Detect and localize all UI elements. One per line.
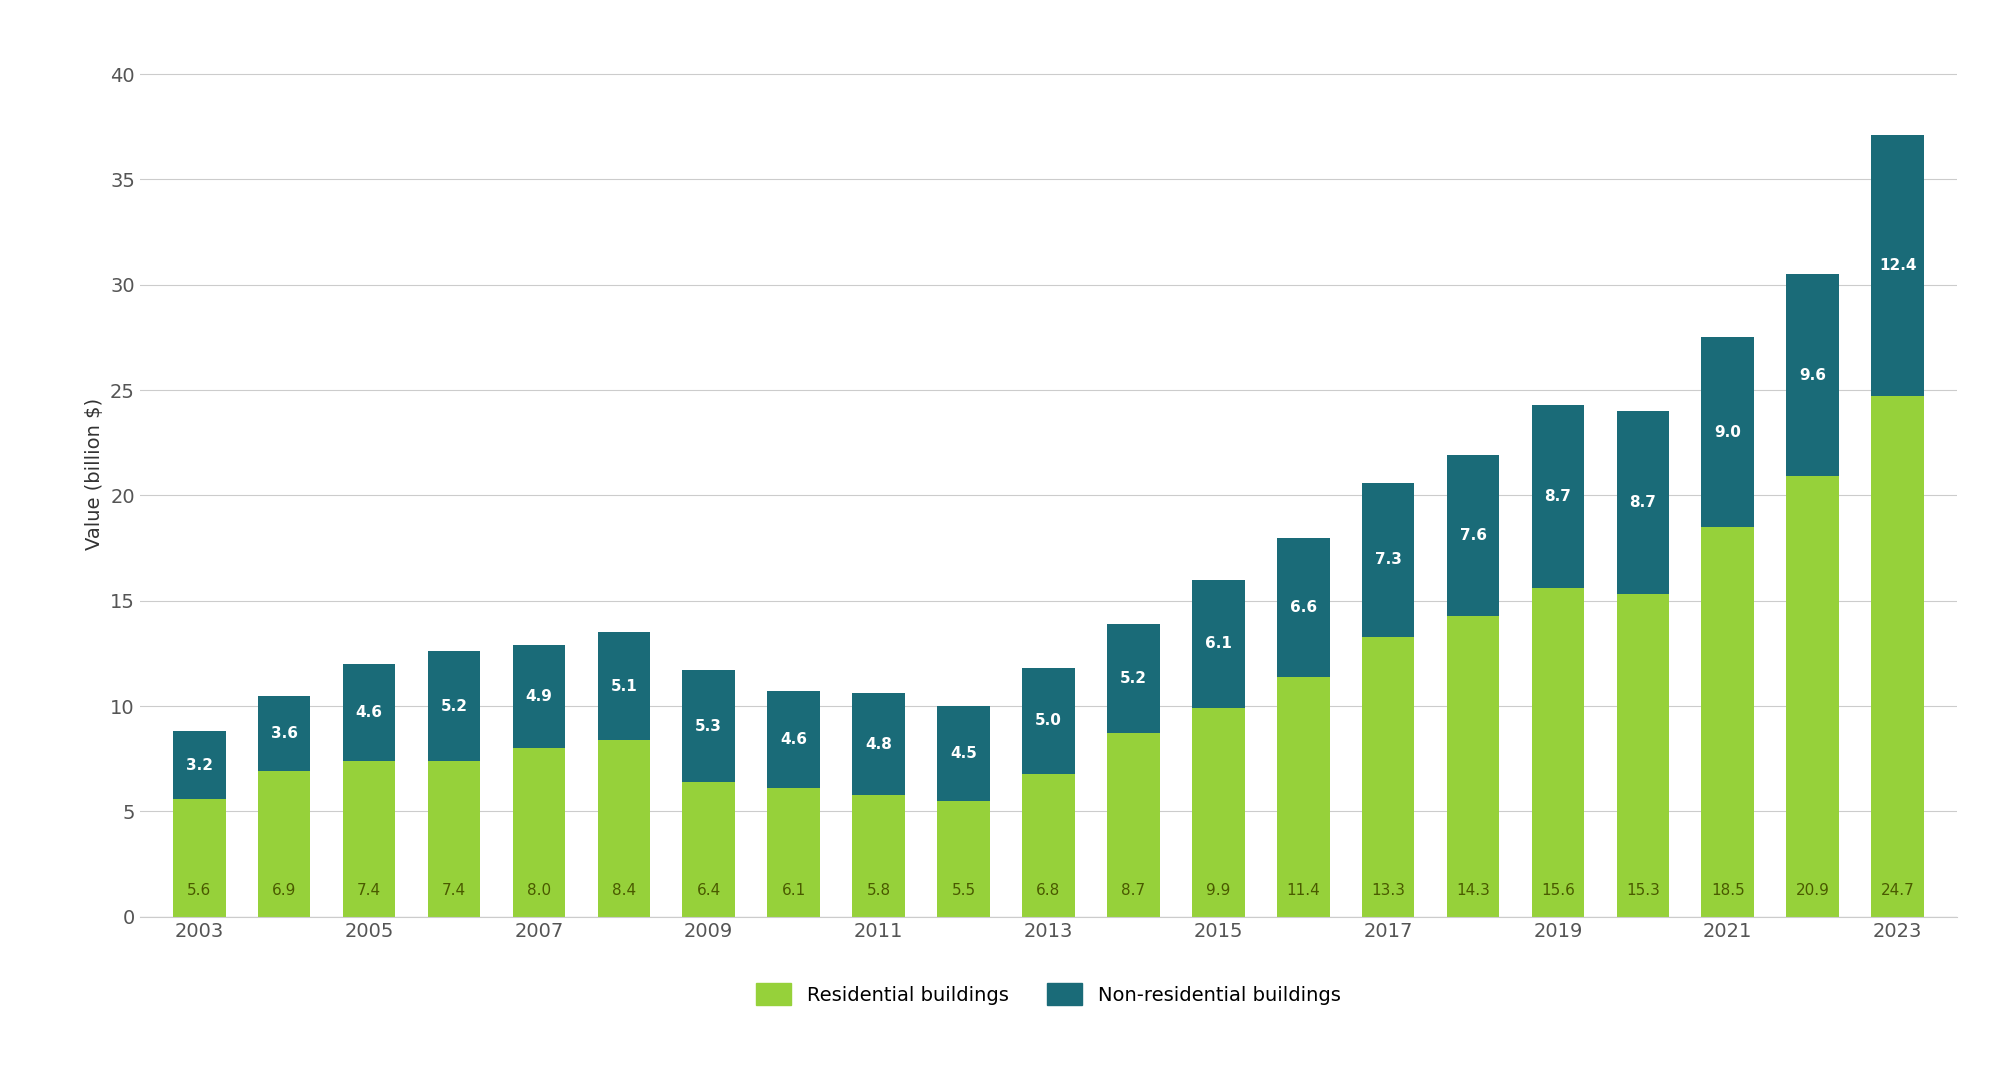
Text: 4.6: 4.6 [781,732,807,747]
Bar [1532,588,1584,917]
Text: 4.9: 4.9 [525,689,553,705]
Bar [1787,477,1839,917]
Text: 7.4: 7.4 [441,883,465,898]
Text: 13.3: 13.3 [1372,883,1406,898]
Bar [343,664,395,761]
Text: 9.0: 9.0 [1713,424,1741,440]
Bar [1192,708,1244,917]
Text: 18.5: 18.5 [1711,883,1745,898]
Bar [1276,537,1330,677]
Bar [1276,677,1330,917]
Bar [1446,455,1500,615]
Text: 12.4: 12.4 [1879,258,1917,273]
Bar [258,696,310,772]
Bar [683,671,735,782]
Text: 6.6: 6.6 [1290,599,1316,615]
Bar [174,798,226,917]
Text: 5.8: 5.8 [867,883,891,898]
Text: 3.6: 3.6 [272,726,298,741]
Bar [597,740,651,917]
Bar [937,801,991,917]
Text: 6.8: 6.8 [1036,883,1060,898]
Text: 5.2: 5.2 [441,698,467,713]
Text: 4.5: 4.5 [951,746,977,761]
Text: 14.3: 14.3 [1456,883,1490,898]
Legend: Residential buildings, Non-residential buildings: Residential buildings, Non-residential b… [749,975,1348,1013]
Text: 5.0: 5.0 [1034,713,1062,728]
Bar [1192,580,1244,708]
Bar [1871,397,1923,917]
Text: 7.4: 7.4 [357,883,381,898]
Bar [427,761,481,917]
Text: 6.1: 6.1 [781,883,807,898]
Bar [1022,774,1074,917]
Bar [1701,338,1753,527]
Text: 8.0: 8.0 [527,883,551,898]
Bar [1616,595,1669,917]
Bar [1787,274,1839,477]
Bar [258,772,310,917]
Text: 8.7: 8.7 [1544,489,1572,504]
Bar [1871,135,1923,397]
Bar [1616,411,1669,595]
Text: 9.9: 9.9 [1206,883,1230,898]
Bar [427,651,481,761]
Text: 15.6: 15.6 [1542,883,1576,898]
Text: 5.2: 5.2 [1120,672,1146,687]
Text: 9.6: 9.6 [1799,368,1825,383]
Bar [1362,483,1414,636]
Bar [1532,405,1584,588]
Text: 15.3: 15.3 [1626,883,1660,898]
Text: 7.3: 7.3 [1374,552,1402,567]
Text: 6.4: 6.4 [697,883,721,898]
Bar [937,706,991,801]
Bar [853,694,905,794]
Text: 20.9: 20.9 [1795,883,1829,898]
Y-axis label: Value (billion $): Value (billion $) [86,399,104,550]
Bar [1106,624,1160,733]
Bar [597,632,651,740]
Text: 6.9: 6.9 [272,883,296,898]
Bar [767,692,821,788]
Text: 6.1: 6.1 [1204,636,1232,651]
Bar [174,731,226,798]
Bar [1701,527,1753,917]
Text: 7.6: 7.6 [1460,528,1486,543]
Bar [513,645,565,748]
Bar [1022,668,1074,774]
Bar [513,748,565,917]
Bar [1106,733,1160,917]
Bar [853,794,905,917]
Text: 11.4: 11.4 [1286,883,1320,898]
Text: 5.1: 5.1 [611,679,637,694]
Text: 8.7: 8.7 [1120,883,1146,898]
Bar [1362,636,1414,917]
Text: 5.6: 5.6 [188,883,212,898]
Text: 5.5: 5.5 [951,883,977,898]
Text: 8.4: 8.4 [611,883,635,898]
Bar [767,788,821,917]
Text: 4.8: 4.8 [865,737,893,752]
Bar [683,782,735,917]
Text: 4.6: 4.6 [355,705,383,720]
Bar [343,761,395,917]
Text: 5.3: 5.3 [695,718,723,733]
Bar [1446,615,1500,917]
Text: 3.2: 3.2 [186,758,214,773]
Text: 24.7: 24.7 [1881,883,1915,898]
Text: 8.7: 8.7 [1630,496,1656,511]
